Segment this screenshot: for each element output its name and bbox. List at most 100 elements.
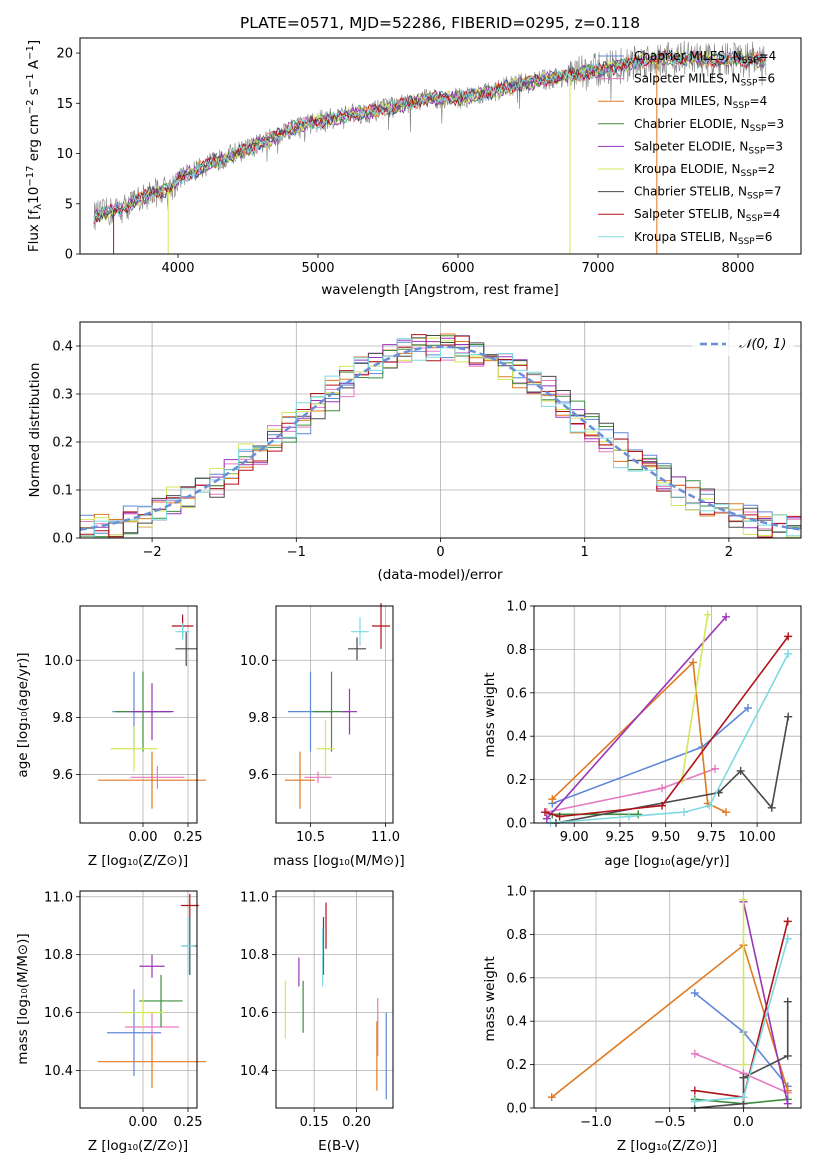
age-vs-metallicity-panel: 0.00 0.25 9.6 9.8 10.0 Z [log₁₀(Z/Z⊙)] age [… [15, 605, 206, 869]
spectrum-x-tick-label: 6000 [441, 261, 474, 276]
spectrum-legend-label: Salpeter MILES, NSSP=6 [634, 72, 775, 89]
weight-vs-metallicity-plus-marker [547, 1093, 556, 1102]
weight-vs-metallicity-plus-marker [783, 1099, 792, 1108]
legend-count: =2 [757, 162, 775, 176]
spectrum-x-tick-label: 5000 [301, 261, 334, 276]
age-vs-metallicity-errorbar-point [98, 751, 206, 809]
age-vs-mass-x-label: mass [log₁₀(M/M⊙)] [273, 853, 404, 869]
spectrum-model-line [93, 50, 767, 223]
mass-vs-metallicity-errorbar-point [180, 917, 196, 975]
weight-vs-metallicity-y-tick-label: 0.8 [506, 928, 527, 943]
spectrum-legend-label: Chabrier STELIB, NSSP=7 [634, 185, 782, 202]
weight-vs-age-plus-marker [722, 808, 731, 817]
weight-vs-age-plus-marker [711, 764, 720, 773]
weight-vs-age-plus-marker [784, 632, 793, 641]
spectrum-model-line [93, 49, 767, 223]
weight-vs-age-y-tick-label: 0.8 [506, 643, 527, 658]
weight-vs-metallicity-x-tick-label: 0.0 [733, 1115, 754, 1130]
mass-vs-metallicity-x-label: Z [log₁₀(Z/Z⊙)] [88, 1138, 188, 1154]
weight-vs-age-plus-marker [767, 803, 776, 812]
age-vs-mass-y-tick-label: 9.8 [248, 711, 269, 726]
spectrum-y-tick-label: 0 [65, 248, 73, 263]
weight-vs-age-y-tick-label: 0.0 [506, 817, 527, 832]
weight-vs-metallicity-x-label: Z [log₁₀(Z/Z⊙)] [617, 1138, 717, 1154]
legend-subscript: SSP [733, 101, 750, 111]
age-vs-metallicity-errorbar-point [110, 725, 158, 772]
weight-vs-age-panel: 9.00 9.25 9.50 9.75 10.000.00.20.40.60.81.0 … [482, 600, 802, 869]
mass-vs-extinction-y-tick-label: 10.6 [240, 1006, 269, 1021]
age-vs-metallicity-x-label: Z [log₁₀(Z/Z⊙)] [88, 853, 188, 869]
legend-subscript: SSP [741, 79, 758, 89]
spectrum-y-label: Flux [fλ10−17 erg cm−2 s−1 A−1] [25, 40, 44, 252]
weight-vs-age-plus-marker [548, 795, 557, 804]
weight-vs-metallicity-y-tick-label: 0.2 [506, 1058, 527, 1073]
age-vs-metallicity-x-tick-label: 0.00 [129, 830, 158, 845]
weight-vs-metallicity-plus-marker [739, 1060, 748, 1069]
weight-vs-metallicity-y-tick-label: 1.0 [506, 885, 527, 900]
weight-vs-age-plus-marker [703, 610, 712, 619]
legend-subscript: SSP [747, 192, 764, 202]
mass-vs-metallicity-y-tick-label: 10.8 [44, 948, 73, 963]
mass-vs-extinction-y-tick-label: 10.4 [240, 1064, 269, 1079]
spectrum-legend-label: Kroupa STELIB, NSSP=6 [634, 230, 772, 247]
mass-vs-extinction-x-tick-label: 0.15 [300, 1115, 329, 1130]
age-vs-mass-y-tick-label: 9.6 [248, 768, 269, 783]
age-vs-metallicity-x-tick-label: 0.25 [174, 830, 203, 845]
weight-vs-metallicity-plus-marker [783, 917, 792, 926]
spectrum-y-tick-label: 5 [65, 197, 73, 212]
histogram-x-tick-label: 2 [725, 545, 733, 560]
weight-vs-age-plus-marker [658, 801, 667, 810]
mass-vs-extinction-panel: 0.15 0.20 10.4 10.6 10.8 11.0 E(B-V) [240, 890, 394, 1154]
histogram-x-label: (data-model)/error [377, 567, 503, 583]
legend-subscript: SSP [748, 146, 765, 156]
weight-vs-age-plus-marker [784, 712, 793, 721]
spectrum-y-tick-label: 20 [56, 47, 73, 62]
weight-vs-metallicity-plus-marker [739, 1093, 748, 1102]
weight-vs-age-y-label: mass weight [482, 672, 498, 757]
age-vs-metallicity-y-tick-label: 9.8 [52, 711, 73, 726]
spectrum-x-tick-label: 7000 [581, 261, 614, 276]
spectrum-legend-label: Chabrier MILES, NSSP=4 [634, 49, 776, 66]
mass-vs-metallicity-errorbar-point [98, 1035, 206, 1088]
legend-count: =3 [765, 139, 783, 153]
weight-vs-metallicity-plus-marker [690, 1097, 699, 1106]
legend-count: =4 [763, 207, 781, 221]
legend-count: =4 [759, 49, 777, 63]
weight-vs-age-x-tick-label: 9.25 [605, 830, 634, 845]
weight-vs-metallicity-plus-marker [783, 1051, 792, 1060]
mass-vs-metallicity-x-tick-label: 0.00 [129, 1115, 158, 1130]
age-vs-mass-errorbar-point [316, 720, 335, 778]
weight-vs-age-y-tick-label: 1.0 [506, 600, 527, 615]
age-vs-mass-errorbar-point [304, 771, 332, 784]
age-vs-metallicity-y-tick-label: 9.6 [52, 768, 73, 783]
age-vs-mass-errorbar-point [342, 688, 357, 735]
histogram-x-tick-label: 0 [436, 545, 444, 560]
legend-subscript: SSP [750, 124, 767, 134]
age-vs-mass-y-tick-label: 10.0 [240, 654, 269, 669]
weight-vs-metallicity-x-tick-label: −1.0 [580, 1115, 612, 1130]
spectrum-lines [93, 40, 767, 254]
residual-histogram-panel: −2 −1 0 1 2 0.0 0.1 0.2 0.3 0.4 (data-model)/erro… [27, 321, 802, 583]
legend-count: =6 [757, 72, 775, 86]
age-vs-mass-x-tick-label: 11.0 [371, 830, 400, 845]
weight-vs-age-plus-marker [722, 612, 731, 621]
weight-vs-age-series-line [546, 616, 727, 820]
age-vs-mass-panel: 10.5 11.0 9.6 9.8 10.0 mass [log₁₀(M/M⊙)] [240, 603, 405, 869]
spectrum-legend-label: Salpeter STELIB, NSSP=4 [634, 207, 780, 224]
weight-vs-age-x-tick-label: 9.00 [560, 830, 589, 845]
histogram-bars [80, 333, 801, 538]
spectrum-x-tick-label: 8000 [721, 261, 754, 276]
legend-count: =3 [766, 117, 784, 131]
legend-subscript: SSP [742, 56, 759, 66]
weight-vs-metallicity-y-tick-label: 0.6 [506, 971, 527, 986]
age-vs-mass-errorbar-point [285, 751, 315, 809]
spectrum-legend-label: Chabrier ELODIE, NSSP=3 [634, 117, 784, 134]
weight-vs-metallicity-plus-marker [739, 895, 748, 904]
weight-vs-metallicity-plus-marker [690, 988, 699, 997]
mass-vs-metallicity-errorbar-point [139, 954, 165, 978]
spectrum-y-tick-label: 10 [56, 147, 73, 162]
histogram-x-tick-label: −1 [287, 545, 306, 560]
weight-vs-age-plus-marker [743, 703, 752, 712]
mass-vs-metallicity-panel: 0.00 0.25 10.4 10.6 10.8 11.0 Z [log₁₀(Z/Z⊙)]… [15, 890, 206, 1154]
